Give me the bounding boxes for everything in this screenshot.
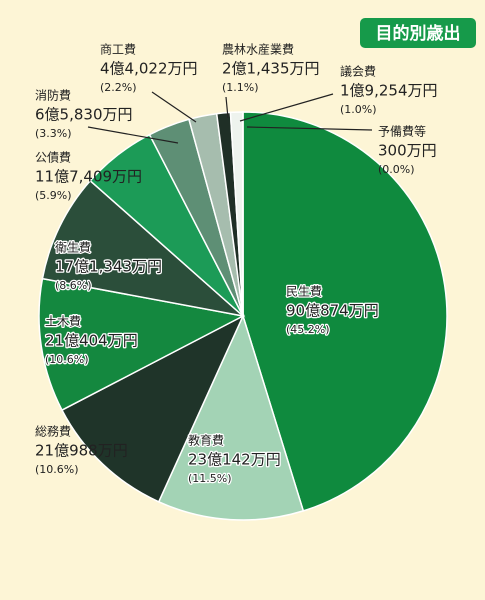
leader-lines — [87, 91, 373, 144]
category-label: 消防費 — [35, 88, 71, 103]
percent-label: (5.9%) — [35, 189, 72, 202]
category-label: 公債費 — [35, 150, 71, 165]
amount-label: 1億9,254万円 — [340, 82, 438, 100]
slice — [41, 179, 246, 318]
percent-label: (45.2%) — [286, 323, 330, 336]
amount-label: 17億1,343万円 — [55, 258, 162, 276]
percent-label: (1.1%) — [222, 81, 259, 94]
slice — [157, 313, 305, 521]
amount-label: 21億404万円 — [45, 332, 138, 350]
category-label: 土木費 — [45, 314, 81, 329]
amount-label: 21億988万円 — [35, 442, 128, 460]
category-label: 民生費 — [286, 284, 322, 299]
amount-label: 11億7,409万円 — [35, 168, 142, 186]
slice — [38, 277, 246, 412]
percent-label: (1.0%) — [340, 103, 377, 116]
category-label: 教育費 — [188, 433, 224, 448]
slice — [242, 111, 448, 512]
amount-label: 6億5,830万円 — [35, 106, 133, 124]
percent-label: (0.0%) — [378, 163, 415, 176]
amount-label: 4億4,022万円 — [100, 60, 198, 78]
pie — [38, 111, 448, 521]
title-badge — [360, 18, 476, 48]
amount-label: 300万円 — [378, 142, 437, 160]
amount-label: 23億142万円 — [188, 451, 281, 469]
category-label: 商工費 — [100, 42, 136, 57]
percent-label: (2.2%) — [100, 81, 137, 94]
percent-label: (8.6%) — [55, 279, 92, 292]
category-label: 農林水産業費 — [222, 42, 294, 57]
category-label: 予備費等 — [378, 124, 426, 139]
labels: 民生費 90億874万円 (45.2%) 教育費 23億142万円 (11.5%) 総務費 2… — [35, 42, 438, 487]
amount-label: 90億874万円 — [286, 302, 379, 320]
category-label: 衛生費 — [55, 240, 91, 255]
chart-title: 目的別歳出 — [376, 23, 461, 44]
percent-label: (10.6%) — [45, 353, 89, 366]
category-label: 総務費 — [35, 424, 71, 439]
category-label: 議会費 — [340, 64, 376, 79]
percent-label: (10.6%) — [35, 463, 79, 476]
slice — [60, 314, 245, 503]
amount-label: 2億1,435万円 — [222, 60, 320, 78]
percent-label: (11.5%) — [188, 472, 232, 485]
percent-label: (3.3%) — [35, 127, 72, 140]
